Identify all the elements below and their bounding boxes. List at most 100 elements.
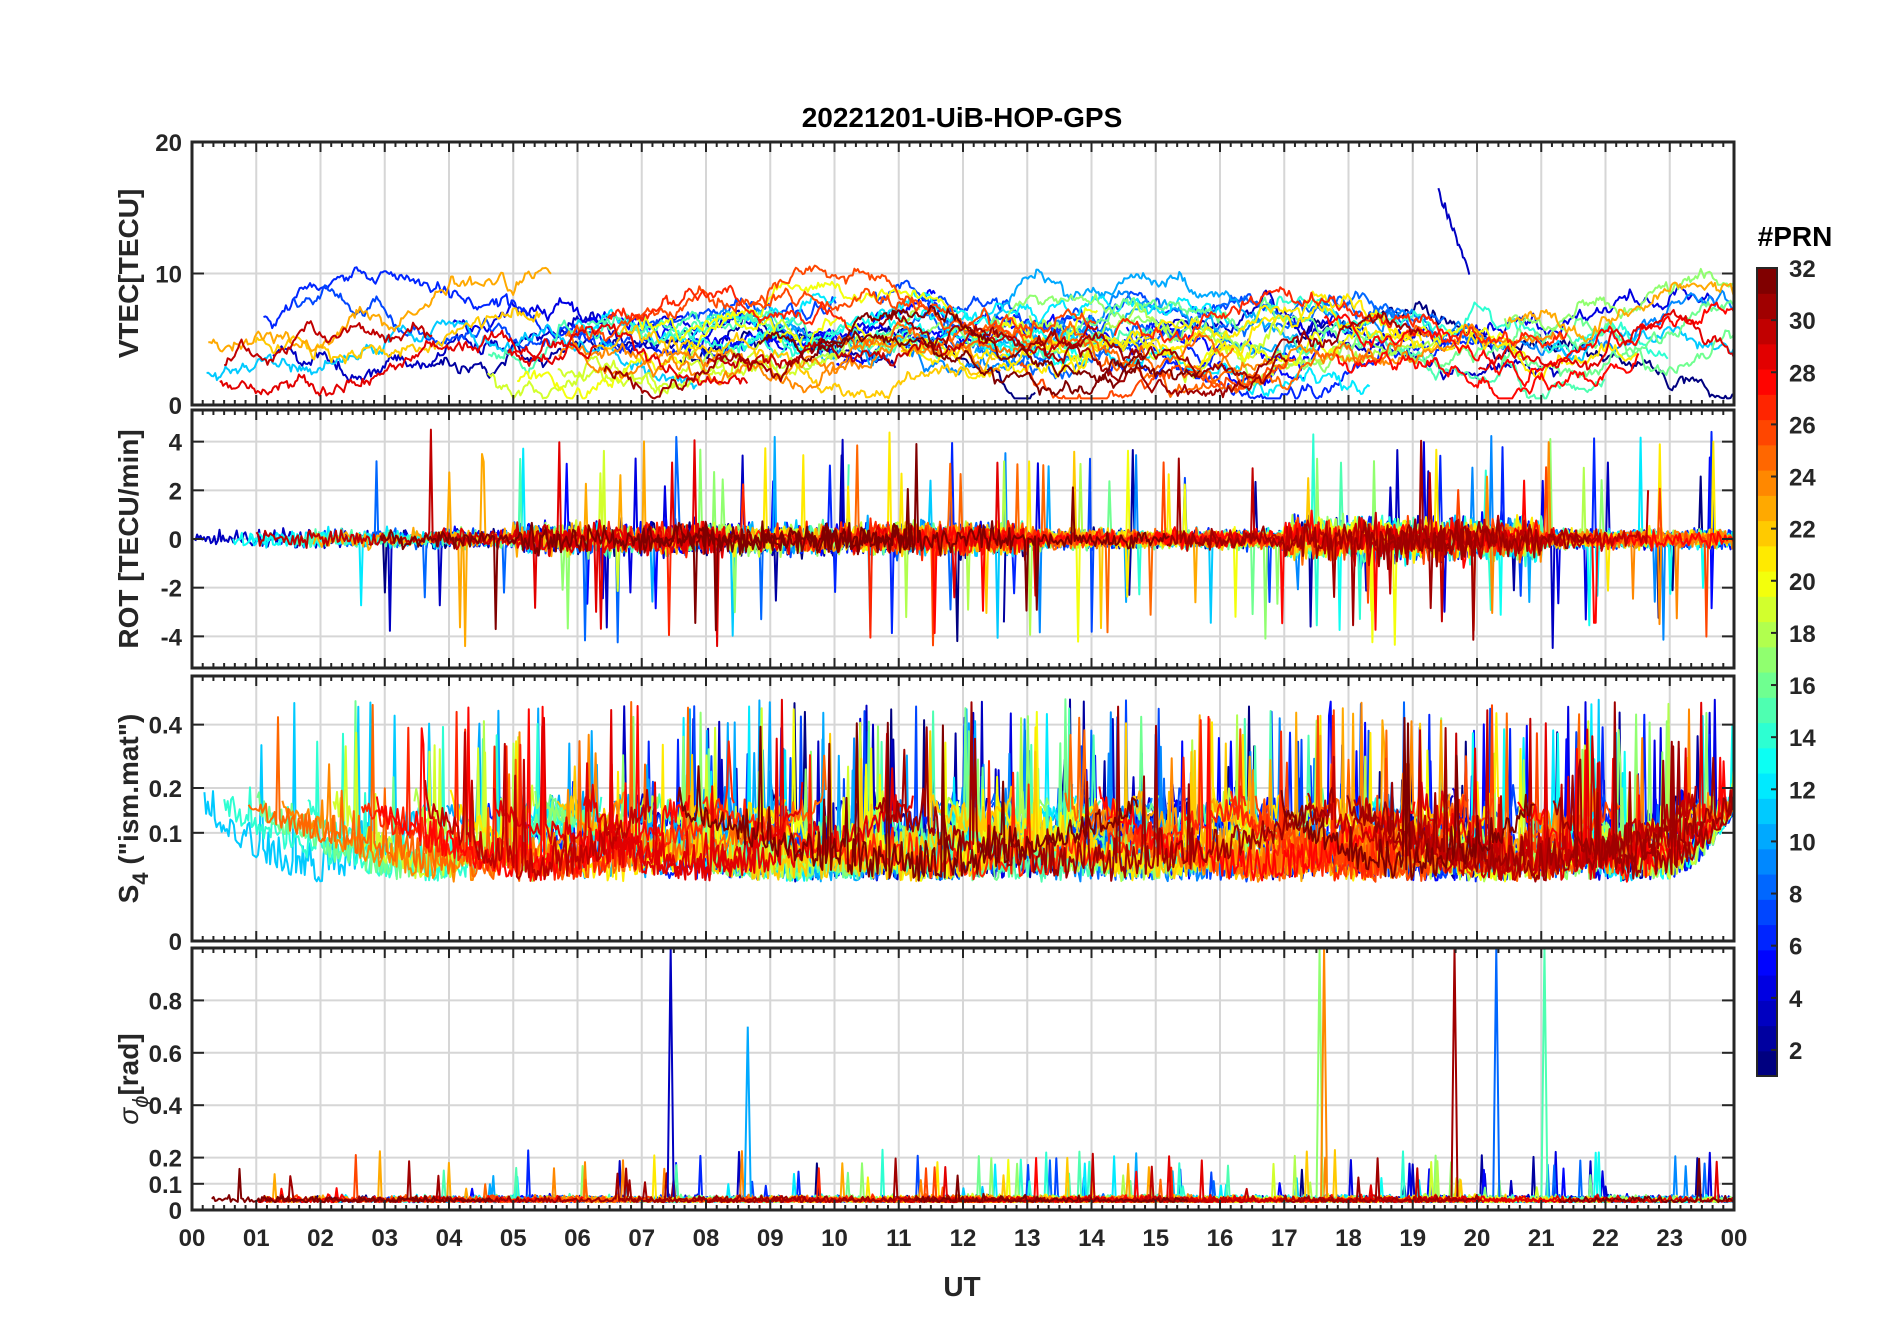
rot-y-tick-label: 0 bbox=[169, 527, 182, 554]
colorbar-segment bbox=[1757, 520, 1777, 547]
x-tick-label: 04 bbox=[436, 1225, 463, 1252]
s4-series-prn-28 bbox=[1098, 715, 1416, 882]
rot-series-prn-31 bbox=[1166, 457, 1496, 627]
x-tick-label: 02 bbox=[307, 1225, 334, 1252]
x-tick-label: 22 bbox=[1592, 1225, 1619, 1252]
sigma_phi-y-tick-label: 0.6 bbox=[149, 1041, 182, 1068]
chart-title: 20221201-UiB-HOP-GPS bbox=[802, 102, 1123, 133]
x-tick-label: 01 bbox=[243, 1225, 270, 1252]
x-tick-label: 06 bbox=[564, 1225, 591, 1252]
sigma_phi-ylabel-rest: [rad] bbox=[113, 1033, 144, 1095]
colorbar-segment bbox=[1757, 646, 1777, 673]
colorbar-segment bbox=[1757, 899, 1777, 926]
vtec-y-tick-label: 0 bbox=[169, 393, 182, 420]
panel-vtec: 0 10 20 VTEC[TECU] bbox=[113, 130, 1736, 420]
vtec-series-prn-7 bbox=[292, 284, 837, 351]
vtec-series-prn-29 bbox=[507, 323, 749, 386]
sigma_phi-y-ticks: 00.10.2 0.4 0.6 0.8 bbox=[149, 988, 1734, 1225]
sigma_phi-y-tick-label: 0.8 bbox=[149, 988, 182, 1015]
x-tick-label: 14 bbox=[1078, 1225, 1105, 1252]
vtec-series-prn-17 bbox=[1503, 267, 1734, 331]
colorbar-segment bbox=[1757, 596, 1777, 623]
colorbar-segment bbox=[1757, 747, 1777, 774]
vtec-series-prn-20 bbox=[637, 280, 1099, 351]
sigma_phi-ylabel-main: σ bbox=[113, 1107, 144, 1125]
colorbar-segment bbox=[1757, 672, 1777, 698]
sigma_phi-y-axis-label: σϕ[rad] bbox=[113, 1033, 153, 1124]
x-tick-label: 00 bbox=[179, 1225, 206, 1252]
vtec-series-prn-29 bbox=[1477, 308, 1734, 371]
x-tick-label: 12 bbox=[950, 1225, 977, 1252]
colorbar-segment bbox=[1757, 318, 1777, 345]
colorbar-segment bbox=[1757, 621, 1777, 648]
vtec-series-prn-27 bbox=[606, 284, 851, 332]
colorbar-segment bbox=[1757, 369, 1777, 395]
vtec-series-prn-20 bbox=[517, 311, 930, 400]
colorbar-tick-label: 2 bbox=[1789, 1038, 1802, 1065]
colorbar-tick-label: 16 bbox=[1789, 673, 1816, 700]
x-tick-label: 13 bbox=[1014, 1225, 1041, 1252]
vtec-series-prn-26 bbox=[752, 287, 1032, 332]
x-tick-label: 19 bbox=[1399, 1225, 1426, 1252]
x-tick-label: 15 bbox=[1142, 1225, 1169, 1252]
s4-series-prn-32 bbox=[1280, 716, 1535, 881]
vtec-series-group bbox=[206, 187, 1734, 400]
x-tick-label: 11 bbox=[886, 1225, 911, 1252]
colorbar-tick-label: 24 bbox=[1789, 465, 1816, 492]
vtec-series-prn-8 bbox=[949, 294, 1488, 367]
s4-series-prn-30 bbox=[424, 731, 652, 881]
colorbar-segment bbox=[1757, 293, 1777, 320]
s4-y-tick-label: 0.4 bbox=[149, 713, 183, 740]
colorbar-segment bbox=[1757, 874, 1777, 900]
sigma_phi-series-prn-32 bbox=[1558, 1157, 1734, 1204]
s4-y-tick-label: 0 bbox=[169, 929, 182, 956]
x-tick-label: 05 bbox=[500, 1225, 527, 1252]
vtec-series-prn-30 bbox=[224, 320, 433, 367]
sigma_phi-spike bbox=[1450, 948, 1459, 1197]
s4-y-tick-label: 0.1 bbox=[149, 821, 182, 848]
rot-x-ticks bbox=[191, 410, 1735, 668]
x-tick-label: 07 bbox=[628, 1225, 655, 1252]
colorbar-segment bbox=[1757, 722, 1777, 749]
vtec-peak-series bbox=[1437, 187, 1471, 275]
sigma_phi-spike bbox=[743, 1026, 752, 1197]
s4-ylabel-main: S bbox=[113, 885, 144, 904]
rot-y-ticks: -4 -2 0 2 4 bbox=[161, 430, 1734, 651]
vtec-series-prn-16 bbox=[1571, 299, 1734, 355]
colorbar-tick-label: 4 bbox=[1789, 986, 1803, 1013]
colorbar-tick-label: 32 bbox=[1789, 256, 1816, 283]
rot-y-tick-label: -4 bbox=[161, 624, 183, 651]
rot-y-tick-label: -2 bbox=[161, 576, 182, 603]
colorbar-segment bbox=[1757, 848, 1777, 875]
vtec-x-ticks bbox=[191, 142, 1735, 405]
colorbar-segment bbox=[1757, 545, 1777, 572]
vtec-y-axis-label: VTEC[TECU] bbox=[113, 189, 144, 359]
s4-ylabel-rest: ("ism.mat") bbox=[113, 714, 144, 873]
rot-series-group bbox=[194, 428, 1734, 649]
vtec-y-ticks: 0 10 20 bbox=[155, 130, 1734, 420]
colorbar-tick-label: 30 bbox=[1789, 308, 1816, 335]
colorbar-segment bbox=[1757, 1000, 1777, 1027]
s4-series-prn-31 bbox=[1552, 745, 1734, 880]
x-tick-label: 21 bbox=[1528, 1225, 1555, 1252]
panel-s4: 00.10.20.4S4 ("ism.mat") bbox=[113, 674, 1736, 956]
s4-y-ticks: 0 0.1 0.2 0.4 bbox=[149, 713, 1734, 956]
colorbar-title: #PRN bbox=[1758, 221, 1833, 252]
colorbar-tick-label: 26 bbox=[1789, 412, 1816, 439]
x-tick-label: 17 bbox=[1271, 1225, 1298, 1252]
vtec-series-prn-4 bbox=[452, 297, 973, 353]
colorbar-segment bbox=[1757, 949, 1777, 976]
colorbar-segment bbox=[1757, 394, 1777, 421]
vtec-series-prn-31 bbox=[878, 310, 1423, 379]
vtec-series-prn-12 bbox=[867, 289, 1232, 325]
sigma_phi-spike bbox=[666, 948, 675, 1197]
x-tick-label: 09 bbox=[757, 1225, 784, 1252]
sigma_phi-spike bbox=[1540, 948, 1549, 1197]
vtec-series-prn-29 bbox=[219, 329, 598, 397]
x-tick-label: 16 bbox=[1207, 1225, 1234, 1252]
colorbar-tick-label: 14 bbox=[1789, 725, 1816, 752]
vtec-series-prn-32 bbox=[817, 330, 1201, 396]
vtec-series-prn-23 bbox=[208, 266, 552, 353]
